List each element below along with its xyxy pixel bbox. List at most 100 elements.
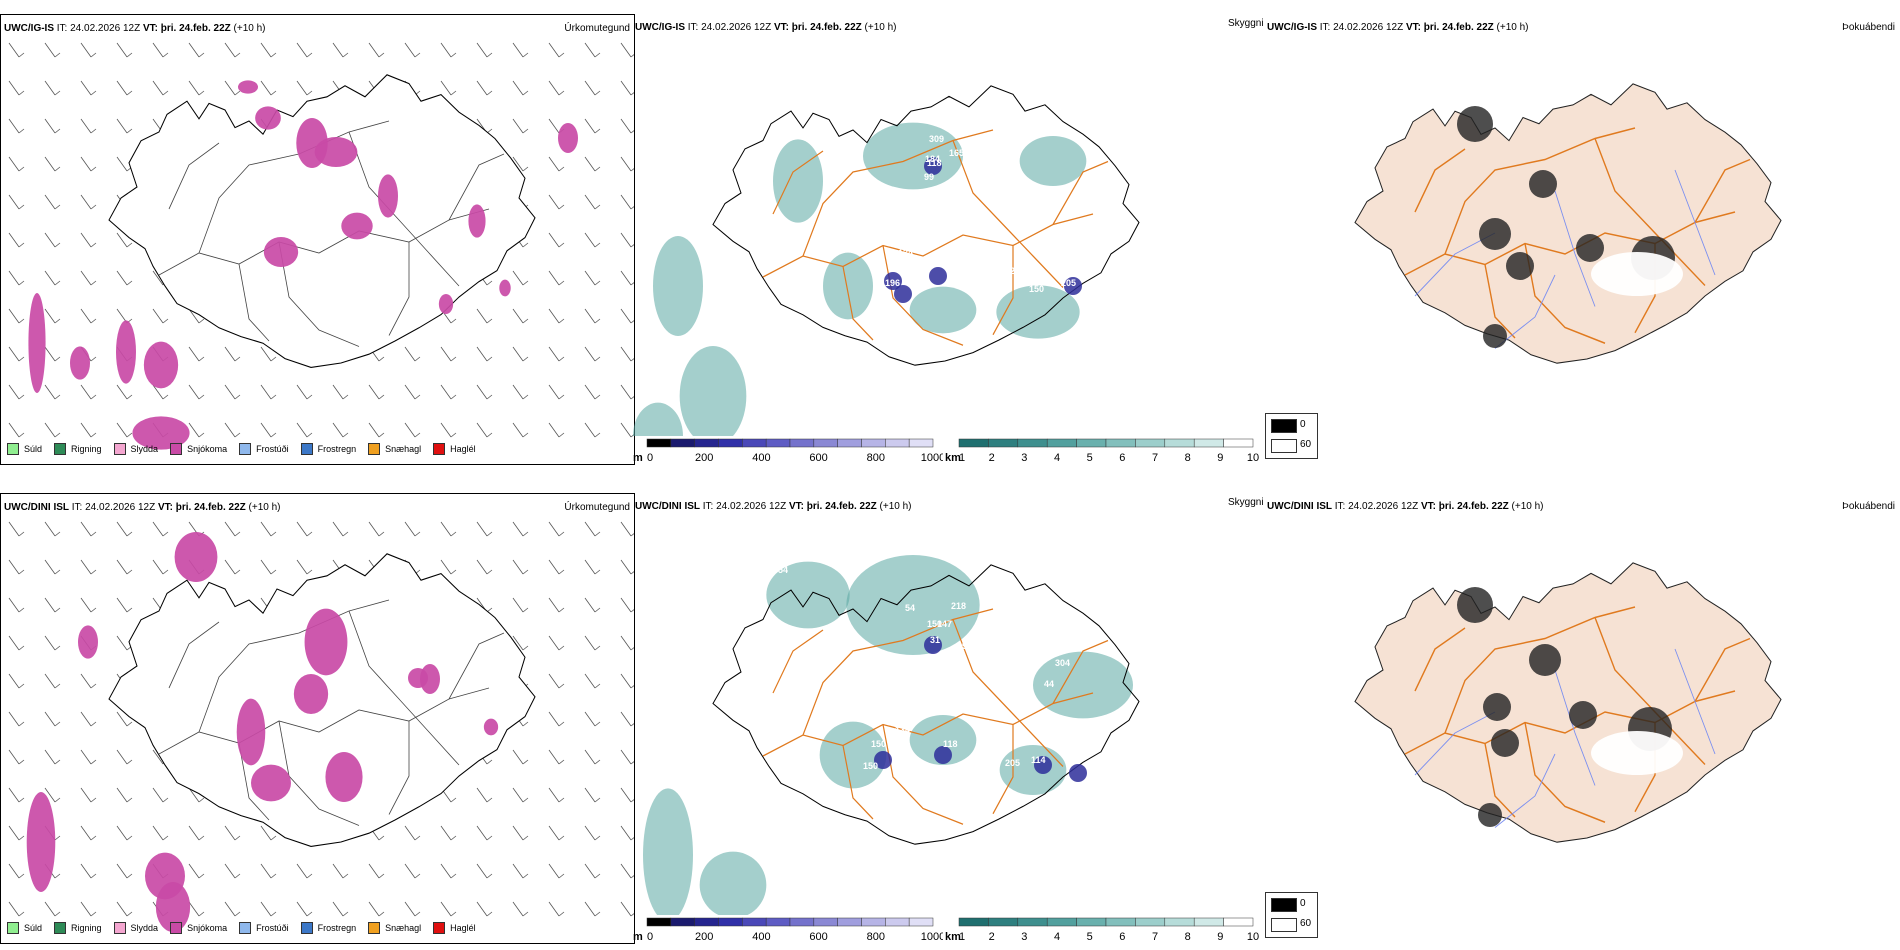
visibility-value-label: 165: [949, 148, 965, 158]
road: [278, 720, 360, 826]
wind-barb-flag: [54, 432, 61, 438]
visibility-value-label: 205: [1005, 758, 1021, 768]
wind-barb-flag: [54, 873, 61, 879]
wind-barb-flag: [54, 90, 61, 96]
wind-barb-flag: [630, 723, 634, 727]
wind-barb: [620, 559, 632, 575]
visibility-value-label: 48: [1091, 741, 1102, 751]
wind-barb-flag: [90, 797, 97, 803]
wind-barb-flag: [522, 911, 529, 917]
colorbar-tick-label: 9: [1217, 931, 1223, 942]
no-fog-area: [1591, 252, 1683, 296]
wind-barb: [8, 521, 20, 537]
wind-barb-flag: [18, 645, 25, 651]
precip-legend-label: Frostúði: [256, 444, 289, 454]
road: [1484, 743, 1516, 818]
wind-barb-flag: [558, 52, 565, 58]
wind-barb-flag: [126, 128, 133, 134]
wind-barb-flag: [414, 356, 421, 362]
colorbar-tick-label: 4: [1054, 452, 1060, 463]
visibility-value-label: 218: [951, 601, 967, 611]
road: [388, 242, 410, 336]
wind-barb-flag: [342, 873, 349, 879]
snow-area: [325, 752, 363, 802]
wind-barb: [440, 384, 452, 400]
wind-barb-flag: [414, 52, 421, 58]
wind-barb: [224, 521, 236, 537]
low-visibility-area: [999, 745, 1067, 795]
colorbar-tick-label: 800: [867, 452, 885, 463]
wind-barb-flag: [558, 759, 565, 765]
wind-barb-flag: [126, 607, 133, 613]
wind-barb-flag: [486, 394, 493, 400]
wind-barb-flag: [558, 721, 565, 727]
wind-barb: [116, 384, 128, 400]
wind-barb: [548, 308, 560, 324]
wind-barb-flag: [594, 280, 601, 286]
wind-barb: [584, 597, 596, 613]
panel-corner-label: Þokuábendi: [1842, 501, 1895, 512]
precip-legend-item: Súld: [7, 443, 42, 455]
wind-barb-flag: [378, 52, 385, 58]
wind-barb: [512, 635, 524, 651]
wind-barb: [620, 308, 632, 324]
wind-barb: [368, 901, 380, 917]
snow-area: [238, 80, 258, 94]
wind-barb-flag: [18, 394, 25, 400]
fog-legend-label-0: 0: [1300, 898, 1306, 909]
init-time: IT: 24.02.2026 12Z: [700, 501, 789, 512]
snow-area: [155, 882, 191, 932]
wind-barb: [584, 384, 596, 400]
wind-barb: [116, 711, 128, 727]
iceland-group: [712, 564, 1140, 845]
wind-barb-flag: [342, 911, 349, 917]
wind-barb: [188, 863, 200, 879]
very-low-visibility-spot: [894, 285, 912, 303]
wind-barb: [8, 232, 20, 248]
visibility-value-label: 125: [895, 264, 911, 274]
very-low-visibility-spot: [924, 636, 942, 654]
snow-area: [236, 698, 266, 766]
colorbar-segment: [765, 438, 791, 448]
wind-barb-flag: [54, 280, 61, 286]
very-low-visibility-spot: [1064, 277, 1082, 295]
wind-barb-flag: [558, 394, 565, 400]
wind-barb-flag: [234, 531, 241, 537]
colorbar-segment: [958, 917, 989, 927]
road: [1594, 617, 1706, 766]
visibility-value-label: 150: [871, 739, 887, 749]
wind-barb: [584, 194, 596, 210]
wind-barb: [188, 346, 200, 362]
colorbar-segment: [861, 438, 886, 448]
wind-barb: [512, 749, 524, 765]
colorbar-tick-label: 800: [867, 931, 885, 942]
very-low-visibility-spot: [874, 751, 892, 769]
wind-barb: [260, 80, 272, 96]
wind-barb: [296, 80, 308, 96]
precip-legend-label: Frostregn: [317, 444, 357, 454]
precip-legend-swatch: [7, 443, 19, 455]
colorbar-segment: [1017, 917, 1048, 927]
wind-barb: [44, 673, 56, 689]
precip-legend-swatch: [300, 443, 313, 455]
fog-index-panel-top: UWC/IG-IS IT: 24.02.2026 12Z VT: þri. 24…: [1265, 14, 1900, 463]
low-visibility-area: [909, 715, 977, 765]
wind-barb-flag: [90, 356, 97, 362]
wind-barb: [584, 270, 596, 286]
wind-barb-flag: [450, 873, 457, 879]
colorbar-segment: [1135, 438, 1166, 448]
wind-barb: [224, 863, 236, 879]
visibility-value-label: 196: [885, 278, 901, 288]
colorbar-segment: [1164, 917, 1195, 927]
wind-barb: [8, 80, 20, 96]
road: [772, 629, 824, 694]
wind-barb: [116, 787, 128, 803]
wind-barb: [116, 118, 128, 134]
init-time: IT: 24.02.2026 12Z: [1317, 22, 1406, 33]
wind-barb-flag: [234, 356, 241, 362]
coastline: [1354, 83, 1782, 364]
wind-barb: [44, 118, 56, 134]
road: [168, 142, 220, 210]
wind-barb: [512, 308, 524, 324]
wind-barb-flag: [558, 280, 565, 286]
